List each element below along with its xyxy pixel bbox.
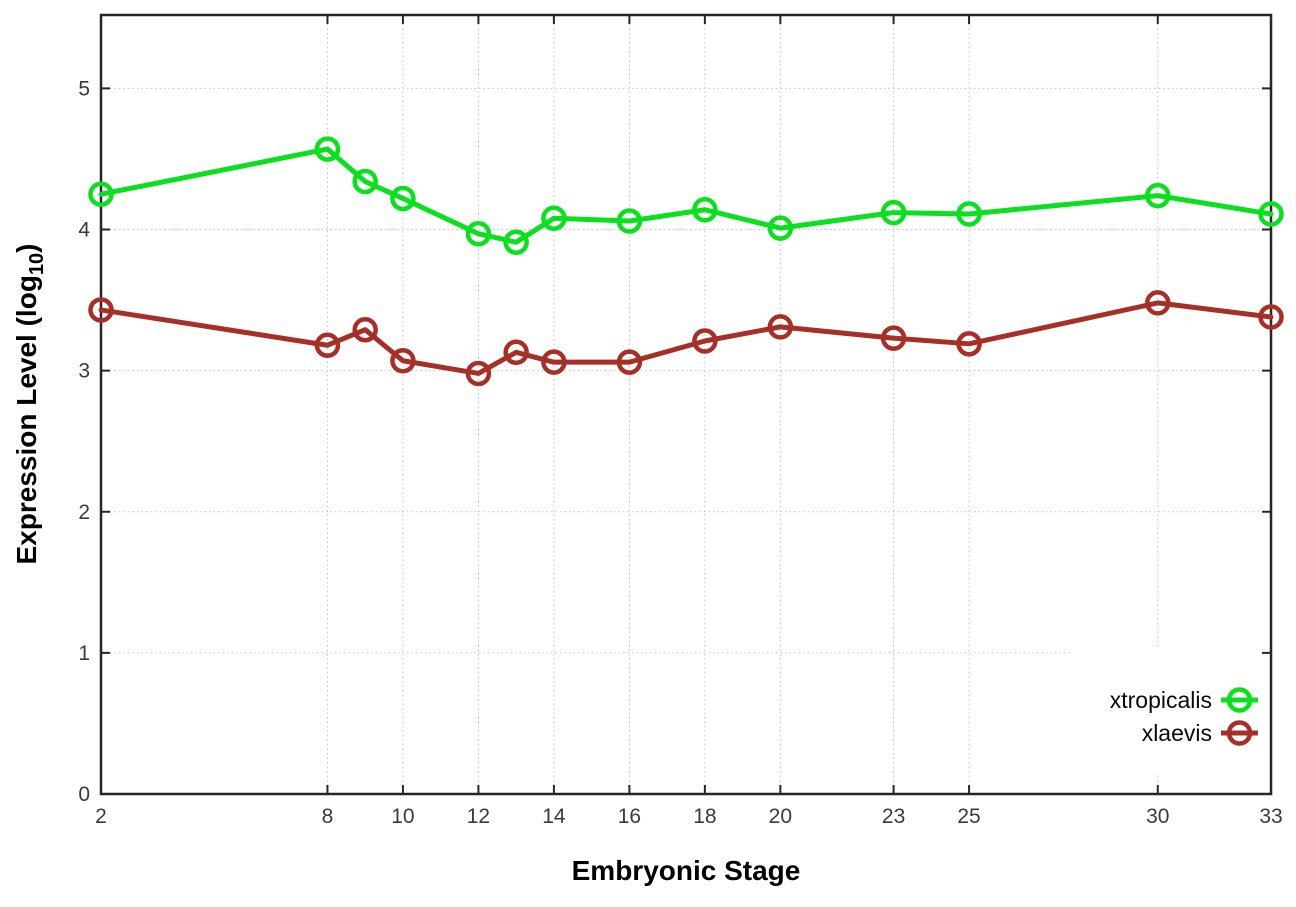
series-xtropicalis-marker [1145, 182, 1171, 209]
series-xtropicalis-marker [767, 215, 794, 241]
series-xtropicalis [88, 136, 1284, 255]
series-xtropicalis-marker [503, 229, 529, 255]
series-xlaevis [88, 290, 1284, 387]
series-xlaevis-marker [88, 297, 114, 323]
legend-label-xlaevis: xlaevis [1142, 720, 1212, 746]
series-xtropicalis-marker [390, 185, 416, 212]
x-tick-label-14: 14 [542, 805, 566, 828]
x-tick-label-25: 25 [957, 805, 980, 828]
y-tick-label-0: 0 [78, 783, 90, 806]
x-tick-label-12: 12 [467, 805, 490, 828]
series-xtropicalis-marker [880, 199, 907, 226]
series-xlaevis-marker [1145, 290, 1171, 316]
x-tick-label-18: 18 [693, 805, 716, 828]
series-xlaevis-line [98, 300, 1274, 376]
x-axis-tick-labels: 2 8 10 12 14 16 18 20 23 25 30 33 [95, 805, 1283, 828]
series-xtropicalis-marker [314, 136, 341, 162]
x-tick-label-23: 23 [882, 805, 905, 828]
y-axis-tick-labels: 0 1 2 3 4 5 [78, 77, 90, 806]
series-xlaevis-marker [616, 349, 643, 375]
series-xtropicalis-marker [616, 208, 643, 234]
data-series [88, 136, 1284, 387]
series-xlaevis-marker [1258, 304, 1284, 330]
series-xtropicalis-line [98, 146, 1274, 245]
legend-sample-marker-xtropicalis [1226, 687, 1253, 713]
series-xlaevis-marker [767, 314, 794, 340]
y-axis-title-subscript: 10 [26, 253, 48, 275]
x-tick-label-10: 10 [391, 805, 414, 828]
series-xlaevis-marker [880, 325, 907, 351]
series-xlaevis-marker [541, 349, 567, 375]
legend-entry-xtropicalis: xtropicalis [1110, 687, 1258, 713]
series-xtropicalis-marker [465, 220, 492, 247]
x-tick-label-8: 8 [322, 805, 334, 828]
y-tick-label-1: 1 [78, 642, 90, 665]
series-xtropicalis-marker [1258, 201, 1284, 227]
x-tick-label-2: 2 [95, 805, 107, 828]
series-xtropicalis-marker [541, 205, 567, 231]
x-tick-label-16: 16 [618, 805, 641, 828]
y-tick-label-3: 3 [78, 360, 90, 383]
series-xlaevis-marker [314, 332, 341, 358]
y-axis-title-suffix: ) [11, 244, 42, 253]
series-xlaevis-marker [503, 339, 529, 366]
legend-entry-xlaevis: xlaevis [1142, 720, 1258, 746]
plot-border [99, 13, 1273, 796]
series-xtropicalis-marker [352, 168, 378, 195]
legend: xtropicalis xlaevis [1110, 687, 1258, 746]
y-axis-title: Expression Level (log10) [11, 244, 48, 565]
x-tick-label-20: 20 [769, 805, 792, 828]
legend-sample-marker-xlaevis [1226, 720, 1253, 746]
series-xtropicalis-marker [88, 181, 114, 207]
series-xtropicalis-marker [956, 201, 982, 227]
y-tick-label-5: 5 [78, 77, 90, 100]
y-tick-label-4: 4 [78, 219, 90, 242]
legend-label-xtropicalis: xtropicalis [1110, 687, 1212, 713]
x-tick-label-30: 30 [1146, 805, 1169, 828]
x-tick-label-33: 33 [1259, 805, 1282, 828]
x-axis-title: Embryonic Stage [572, 855, 801, 886]
series-xtropicalis-marker [692, 197, 718, 223]
y-tick-label-2: 2 [78, 501, 90, 524]
series-xlaevis-marker [692, 328, 718, 354]
series-xlaevis-marker [352, 316, 378, 343]
series-xlaevis-marker [956, 331, 982, 357]
y-axis-title-prefix: Expression Level (log [11, 275, 42, 564]
series-xlaevis-marker [390, 348, 416, 374]
series-xlaevis-marker [465, 360, 492, 387]
